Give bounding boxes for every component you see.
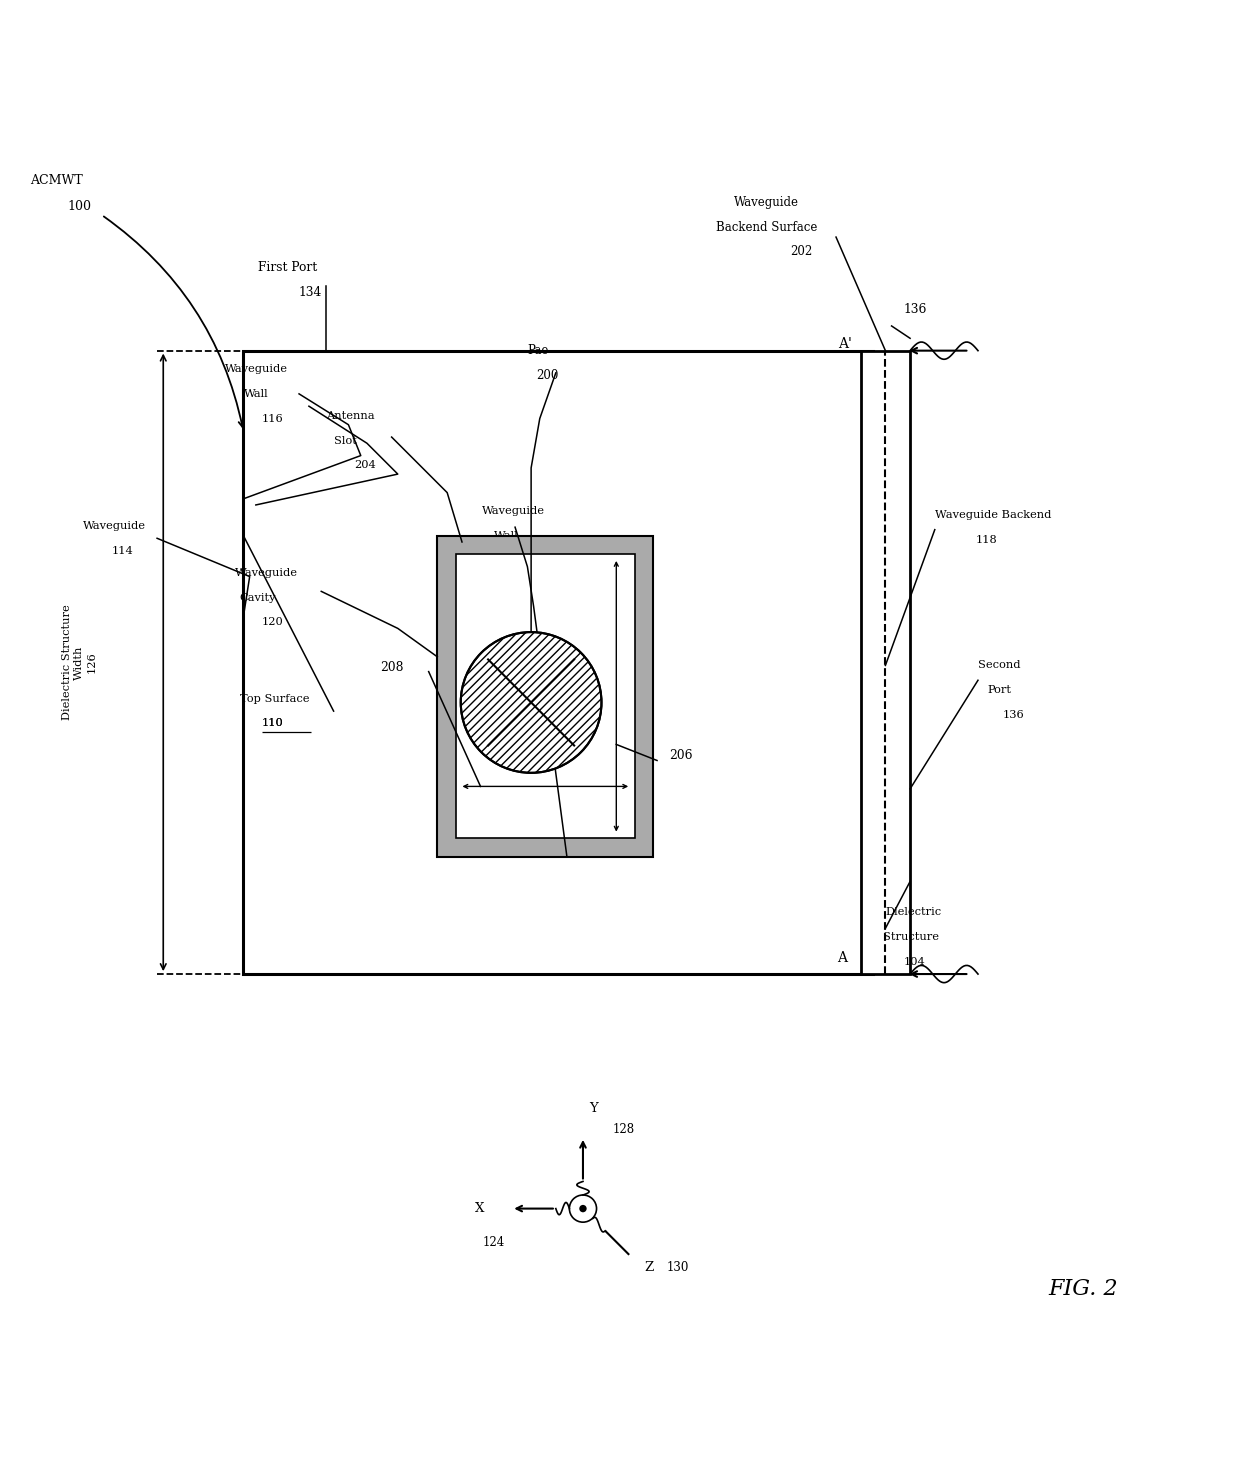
Text: 202: 202 [790, 246, 812, 259]
Bar [861, 351, 910, 975]
Text: 206: 206 [670, 748, 693, 762]
Circle shape [461, 632, 601, 774]
Text: Structure: Structure [883, 932, 939, 942]
Text: ACMWT: ACMWT [30, 175, 83, 186]
Text: Slot: Slot [334, 436, 356, 445]
Text: Dielectric: Dielectric [885, 907, 941, 917]
Text: 124: 124 [482, 1236, 505, 1248]
Text: 114: 114 [112, 546, 133, 556]
Text: Wall: Wall [243, 389, 268, 399]
Text: Waveguide: Waveguide [83, 521, 146, 531]
Text: Backend Surface: Backend Surface [717, 220, 817, 234]
Text: Waveguide: Waveguide [482, 506, 544, 516]
Text: 128: 128 [613, 1123, 635, 1136]
Text: Waveguide: Waveguide [224, 364, 288, 374]
Text: 116: 116 [515, 556, 537, 565]
Text: Waveguide: Waveguide [234, 568, 298, 578]
Text: 204: 204 [355, 460, 377, 470]
Text: 134: 134 [299, 285, 322, 299]
Text: 136: 136 [904, 303, 928, 317]
Text: Waveguide Backend: Waveguide Backend [935, 510, 1052, 519]
Bar [456, 555, 635, 839]
Text: 118: 118 [976, 534, 997, 544]
Text: 100: 100 [67, 200, 91, 213]
Bar [438, 535, 653, 856]
Circle shape [569, 1195, 596, 1222]
Text: 130: 130 [666, 1262, 688, 1273]
Text: 110: 110 [262, 719, 284, 729]
Circle shape [579, 1205, 587, 1213]
Text: Second: Second [978, 661, 1021, 670]
Text: 136: 136 [1003, 710, 1024, 720]
Text: 110: 110 [262, 719, 284, 729]
Text: Antenna: Antenna [326, 411, 374, 422]
Text: Wall: Wall [494, 531, 518, 541]
Text: Pae: Pae [527, 345, 549, 356]
Text: First Port: First Port [258, 262, 317, 275]
Text: Top Surface: Top Surface [239, 694, 309, 704]
Text: Cavity: Cavity [239, 593, 277, 602]
Text: Dielectric Structure
Width
126: Dielectric Structure Width 126 [62, 605, 97, 720]
Text: 120: 120 [262, 617, 284, 627]
Text: Z: Z [644, 1262, 653, 1273]
Text: 208: 208 [381, 661, 404, 674]
Text: Waveguide: Waveguide [734, 197, 799, 209]
Bar [243, 351, 873, 975]
Text: 104: 104 [904, 957, 926, 967]
Text: X: X [475, 1202, 484, 1216]
Text: FIG. 2: FIG. 2 [1048, 1278, 1117, 1300]
Text: Port: Port [988, 685, 1012, 695]
Text: A: A [837, 951, 847, 964]
Bar [438, 535, 653, 856]
Bar [456, 555, 635, 839]
Text: Y: Y [589, 1102, 598, 1115]
Text: 200: 200 [536, 368, 558, 382]
Text: A': A' [838, 337, 852, 352]
Text: 116: 116 [262, 414, 284, 423]
